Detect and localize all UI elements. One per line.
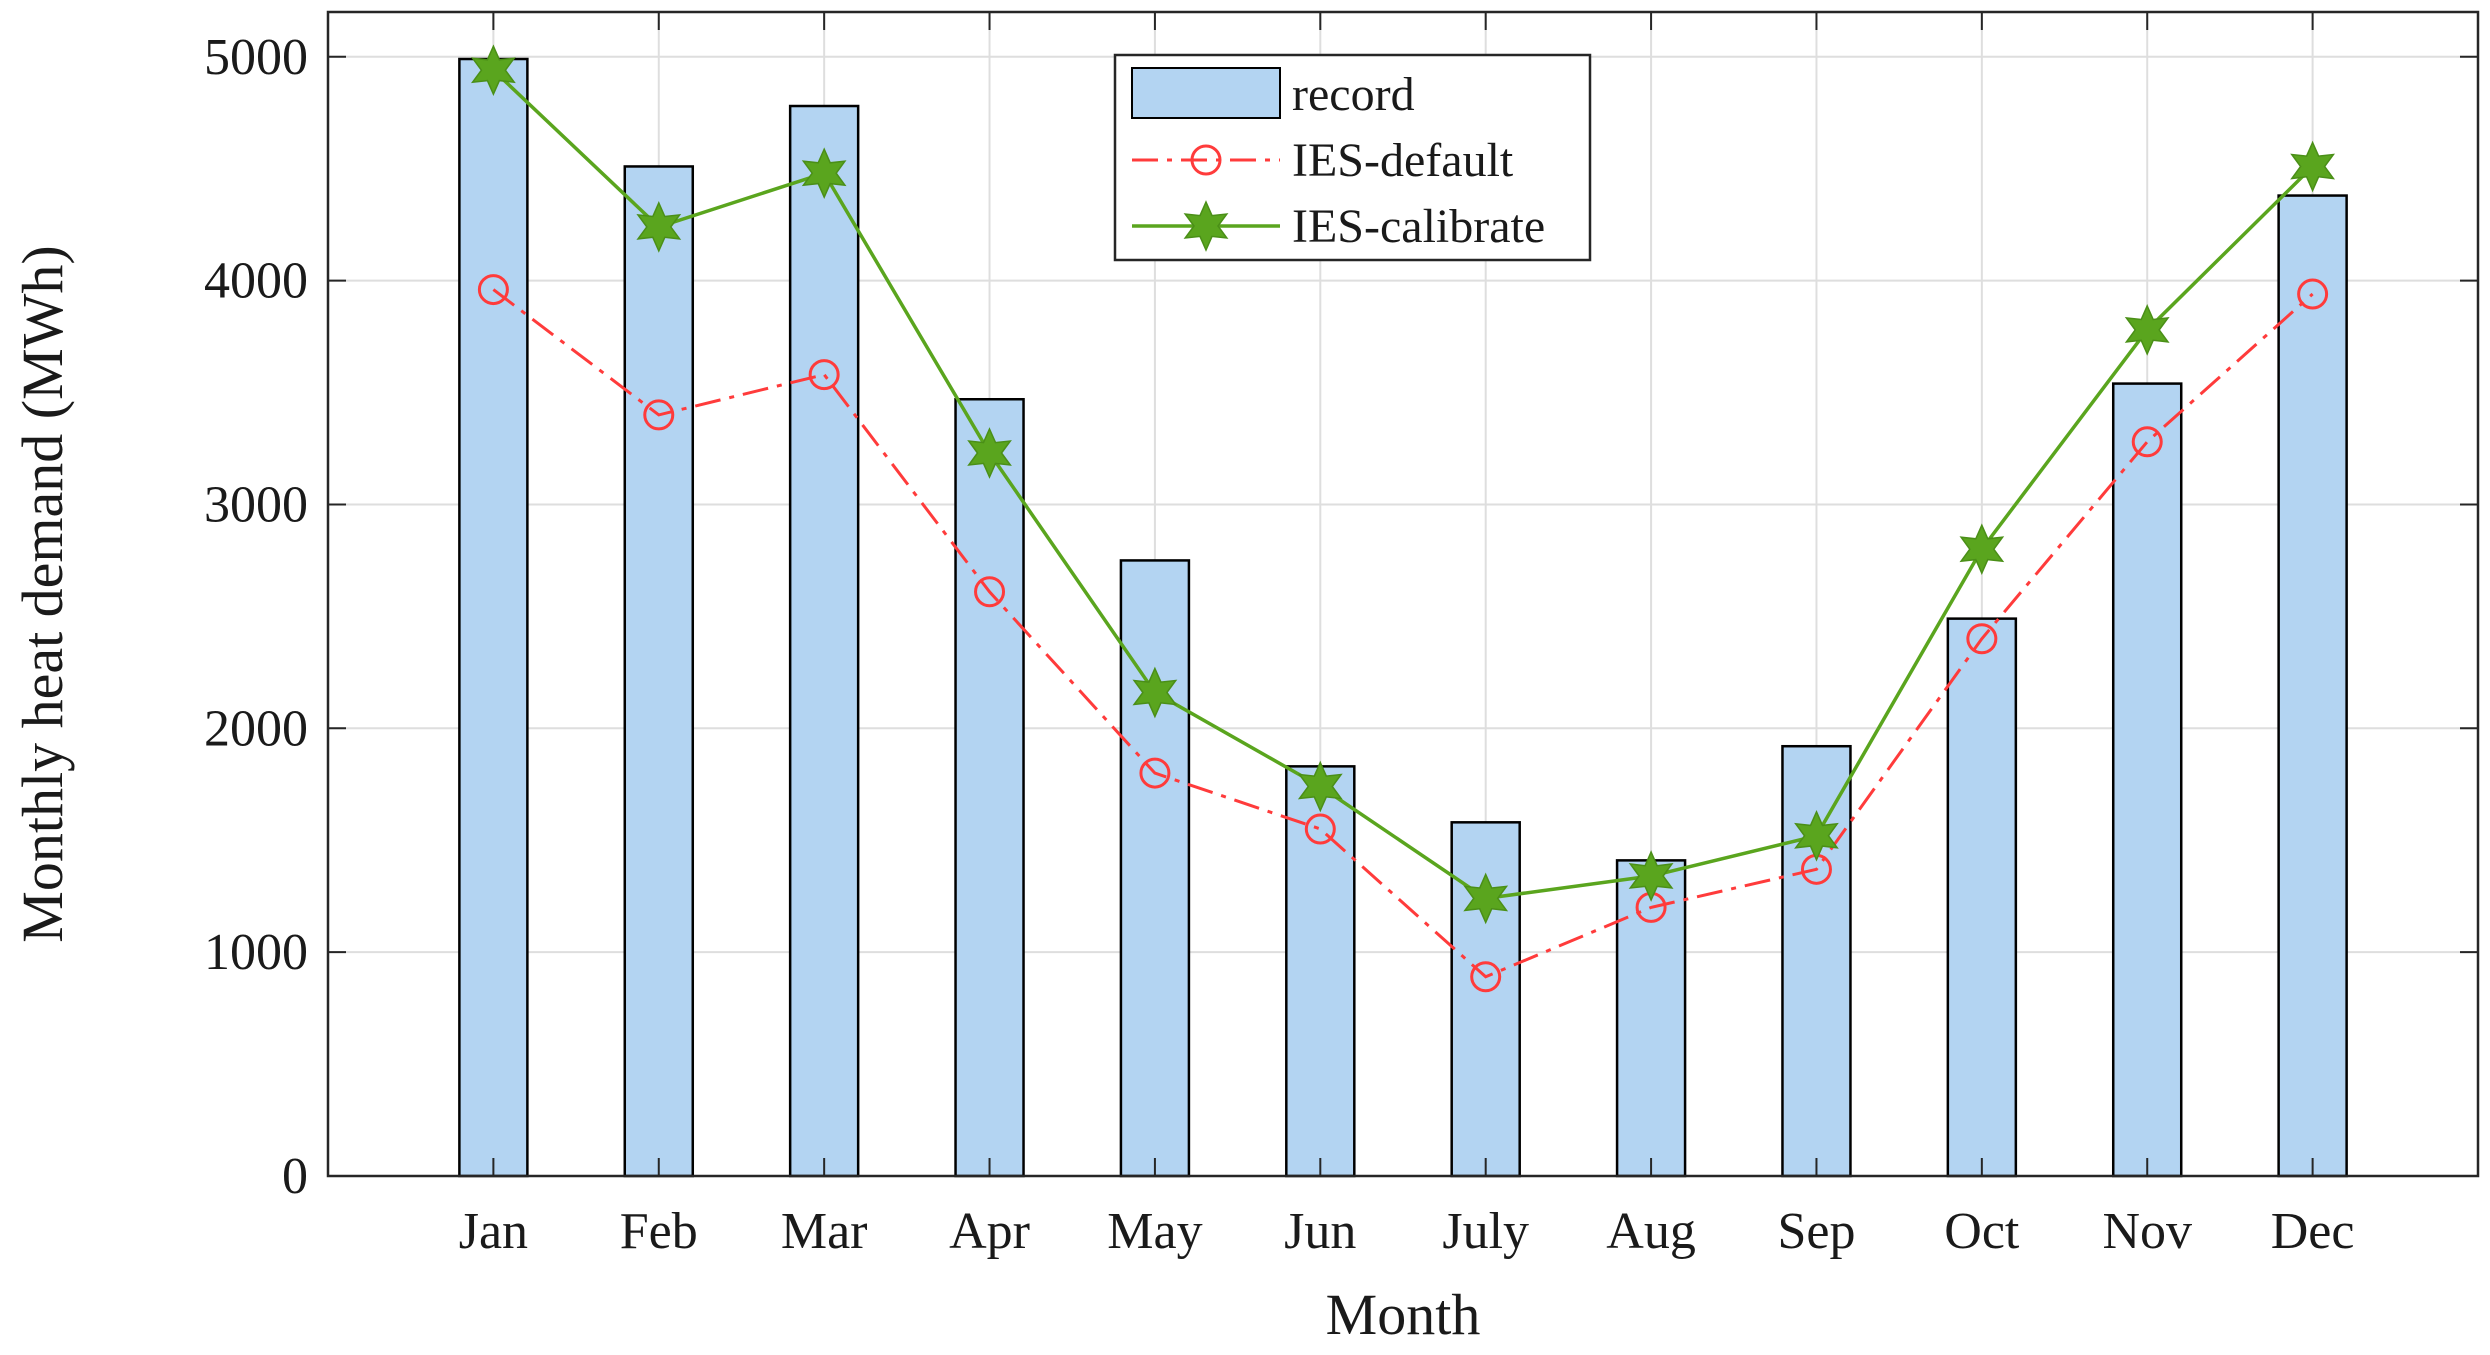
legend-marker-ies-default	[1190, 144, 1222, 176]
ies-default-marker	[808, 359, 840, 391]
x-tick-label: Dec	[2271, 1203, 2355, 1260]
y-tick-label: 4000	[204, 253, 308, 310]
record-bar	[954, 398, 1025, 1178]
ies-default-marker	[477, 274, 509, 306]
ies-default-marker	[1966, 623, 1998, 655]
ies-default-line	[492, 288, 2314, 979]
plot-frame	[326, 10, 2480, 1178]
x-tick-label: Jan	[459, 1203, 528, 1260]
x-tick-label: Apr	[949, 1203, 1030, 1260]
ies-calibrate-marker	[636, 201, 682, 253]
x-axis-ticks: Jan Feb Mar Apr May Jun July Aug Sep Oct Nov Dec	[459, 12, 2355, 1260]
x-tick-label: Nov	[2102, 1203, 2192, 1260]
record-bar	[2111, 382, 2183, 1178]
y-tick-label: 3000	[204, 476, 308, 533]
x-tick-label: Sep	[1777, 1203, 1855, 1260]
y-tick-label: 2000	[204, 700, 308, 757]
y-tick-label: 0	[282, 1148, 308, 1205]
record-bar	[1615, 859, 1687, 1178]
record-bar	[1946, 617, 2018, 1178]
legend-swatch-record	[1131, 67, 1281, 119]
ies-default-marker	[643, 399, 675, 431]
ies-calibrate-marker	[801, 147, 847, 200]
legend-label-ies-calibrate: IES-calibrate	[1292, 200, 1545, 253]
x-tick-label: July	[1442, 1203, 1529, 1260]
record-bar	[2277, 194, 2348, 1178]
ies-default-marker	[2131, 426, 2163, 458]
x-tick-label: Feb	[620, 1203, 698, 1260]
x-tick-label: Oct	[1944, 1203, 2020, 1260]
ies-calibrate-marker	[1628, 850, 1674, 902]
ies-default-marker	[1304, 813, 1336, 845]
ies-calibrate-marker	[1463, 872, 1509, 925]
y-tick-label: 5000	[204, 29, 308, 86]
ies-calibrate-marker	[2124, 304, 2170, 356]
ies-calibrate-marker	[1959, 523, 2005, 576]
ies-calibrate-marker	[1297, 760, 1343, 813]
ies-calibrate-marker	[2290, 140, 2336, 193]
ies-calibrate-line	[492, 68, 2314, 901]
record-bar	[788, 104, 860, 1178]
legend: record IES-default IES-calibrate	[1113, 53, 1592, 262]
ies-calibrate-marker	[967, 427, 1012, 479]
ies-calibrate-marker	[1794, 809, 1839, 862]
x-tick-label: Jun	[1284, 1203, 1356, 1260]
record-bar	[1285, 765, 1356, 1178]
y-tick-label: 1000	[204, 924, 308, 981]
record-bars	[458, 57, 2348, 1178]
simulation-lines	[470, 44, 2336, 993]
ies-default-marker	[974, 576, 1006, 608]
x-tick-label: Mar	[781, 1203, 868, 1260]
ies-calibrate-marker	[1132, 666, 1178, 719]
record-bar	[623, 165, 695, 1178]
ies-calibrate-marker	[470, 44, 516, 97]
ies-default-marker	[1470, 961, 1502, 993]
x-tick-label: Aug	[1606, 1203, 1696, 1260]
y-axis-ticks: 0 1000 2000 3000 4000 5000	[204, 29, 2478, 1205]
ies-default-marker	[2297, 278, 2329, 310]
record-bar	[1119, 559, 1191, 1178]
ies-default-marker	[1139, 757, 1171, 789]
legend-label-record: record	[1292, 68, 1415, 121]
legend-marker-ies-calibrate	[1183, 200, 1229, 252]
legend-label-ies-default: IES-default	[1292, 134, 1514, 187]
record-bar	[458, 57, 529, 1178]
y-axis-title: Monthly heat demand (MWh)	[10, 245, 75, 942]
x-axis-title: Month	[1326, 1282, 1481, 1347]
x-tick-label: May	[1107, 1203, 1202, 1260]
